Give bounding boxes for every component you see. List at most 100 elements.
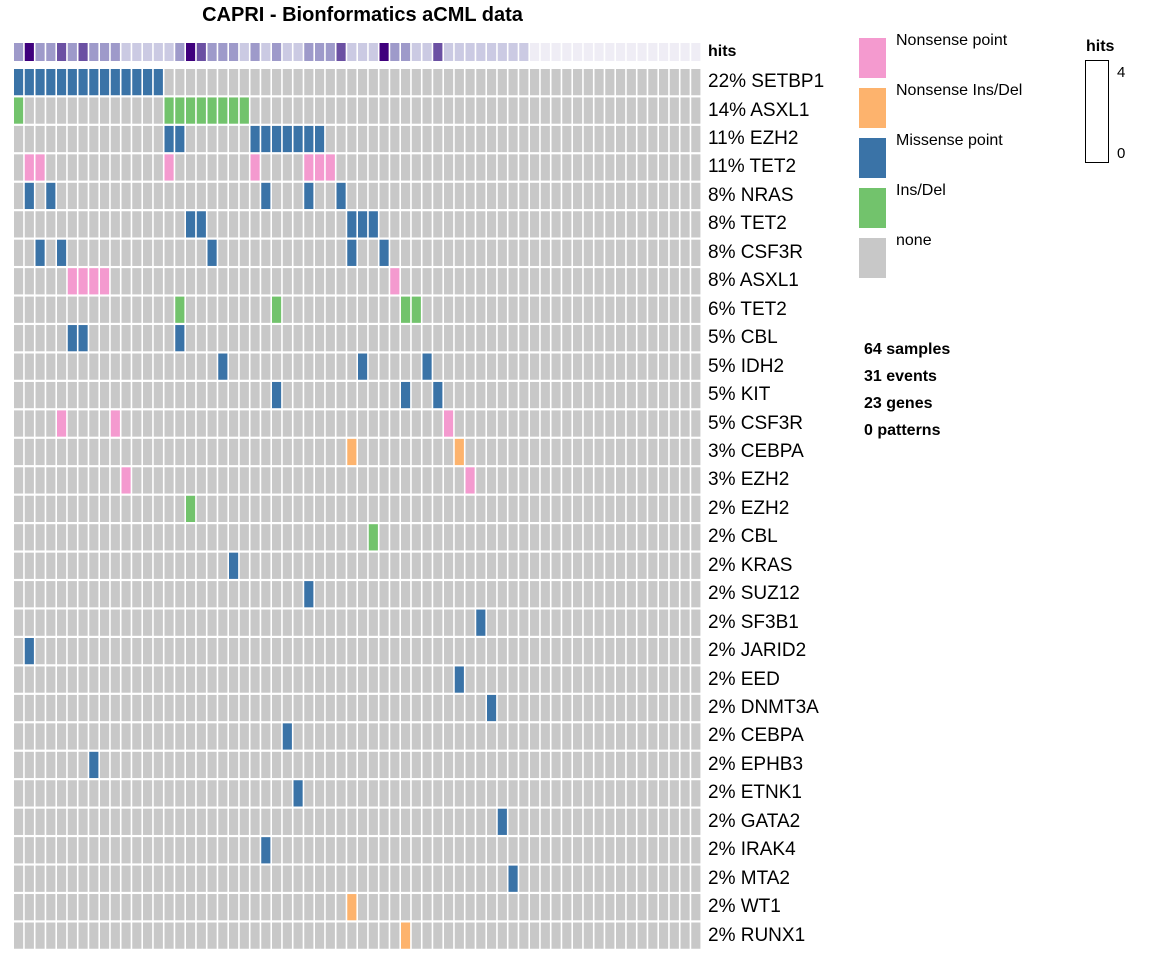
alteration-cell — [78, 325, 88, 352]
empty-cell — [476, 808, 486, 835]
empty-cell — [272, 865, 282, 892]
empty-cell — [680, 97, 690, 124]
empty-cell — [379, 723, 389, 750]
empty-cell — [594, 438, 604, 466]
empty-cell — [89, 467, 99, 494]
empty-cell — [293, 552, 303, 579]
alteration-cell — [422, 353, 432, 380]
empty-cell — [573, 325, 583, 352]
empty-cell — [57, 125, 67, 153]
empty-cell — [519, 353, 529, 380]
empty-cell — [519, 239, 529, 266]
empty-cell — [89, 666, 99, 693]
empty-cell — [358, 581, 368, 608]
empty-cell — [186, 125, 196, 153]
empty-cell — [315, 381, 325, 409]
empty-cell — [594, 467, 604, 494]
empty-cell — [153, 353, 163, 380]
empty-cell — [293, 268, 303, 295]
hits-cell — [401, 43, 411, 61]
empty-cell — [616, 97, 626, 124]
empty-cell — [132, 865, 142, 892]
empty-cell — [444, 894, 454, 921]
empty-cell — [465, 495, 475, 522]
empty-cell — [454, 239, 464, 266]
empty-cell — [637, 751, 647, 779]
row-label: 11% TET2 — [708, 156, 797, 178]
empty-cell — [487, 922, 497, 949]
empty-cell — [57, 154, 67, 181]
empty-cell — [218, 211, 228, 238]
empty-cell — [487, 239, 497, 266]
empty-cell — [239, 211, 249, 238]
empty-cell — [562, 296, 572, 323]
empty-cell — [540, 182, 550, 210]
empty-cell — [680, 780, 690, 807]
empty-cell — [325, 837, 335, 864]
empty-cell — [186, 381, 196, 409]
alteration-cell — [272, 125, 282, 153]
empty-cell — [35, 182, 45, 210]
empty-cell — [100, 125, 110, 153]
empty-cell — [444, 666, 454, 693]
empty-cell — [508, 154, 518, 181]
empty-cell — [325, 268, 335, 295]
empty-cell — [282, 410, 292, 437]
empty-cell — [100, 751, 110, 779]
empty-cell — [368, 552, 378, 579]
empty-cell — [282, 524, 292, 551]
empty-cell — [282, 97, 292, 124]
empty-cell — [583, 694, 593, 722]
empty-cell — [175, 381, 185, 409]
empty-cell — [379, 837, 389, 864]
empty-cell — [540, 524, 550, 551]
empty-cell — [293, 239, 303, 266]
empty-cell — [401, 97, 411, 124]
empty-cell — [562, 922, 572, 949]
empty-cell — [164, 638, 174, 665]
empty-cell — [465, 239, 475, 266]
empty-cell — [336, 97, 346, 124]
empty-cell — [379, 751, 389, 779]
empty-cell — [315, 694, 325, 722]
empty-cell — [519, 751, 529, 779]
empty-cell — [519, 808, 529, 835]
empty-cell — [229, 837, 239, 864]
empty-cell — [67, 865, 77, 892]
empty-cell — [562, 666, 572, 693]
empty-cell — [401, 268, 411, 295]
empty-cell — [594, 125, 604, 153]
empty-cell — [368, 751, 378, 779]
empty-cell — [659, 467, 669, 494]
empty-cell — [46, 694, 56, 722]
empty-cell — [605, 211, 615, 238]
empty-cell — [637, 353, 647, 380]
empty-cell — [519, 723, 529, 750]
empty-cell — [530, 381, 540, 409]
empty-cell — [626, 552, 636, 579]
empty-cell — [605, 97, 615, 124]
empty-cell — [325, 239, 335, 266]
empty-cell — [551, 524, 561, 551]
empty-cell — [293, 723, 303, 750]
empty-cell — [229, 751, 239, 779]
empty-cell — [659, 438, 669, 466]
empty-cell — [540, 296, 550, 323]
empty-cell — [293, 438, 303, 466]
empty-cell — [465, 381, 475, 409]
empty-cell — [648, 865, 658, 892]
empty-cell — [583, 894, 593, 921]
empty-cell — [530, 808, 540, 835]
empty-cell — [422, 97, 432, 124]
empty-cell — [282, 780, 292, 807]
empty-cell — [691, 581, 701, 608]
empty-cell — [583, 381, 593, 409]
empty-cell — [540, 239, 550, 266]
empty-cell — [691, 865, 701, 892]
hits-cell — [315, 43, 325, 61]
empty-cell — [626, 922, 636, 949]
empty-cell — [454, 296, 464, 323]
empty-cell — [57, 325, 67, 352]
hits-cell — [390, 43, 400, 61]
empty-cell — [583, 211, 593, 238]
